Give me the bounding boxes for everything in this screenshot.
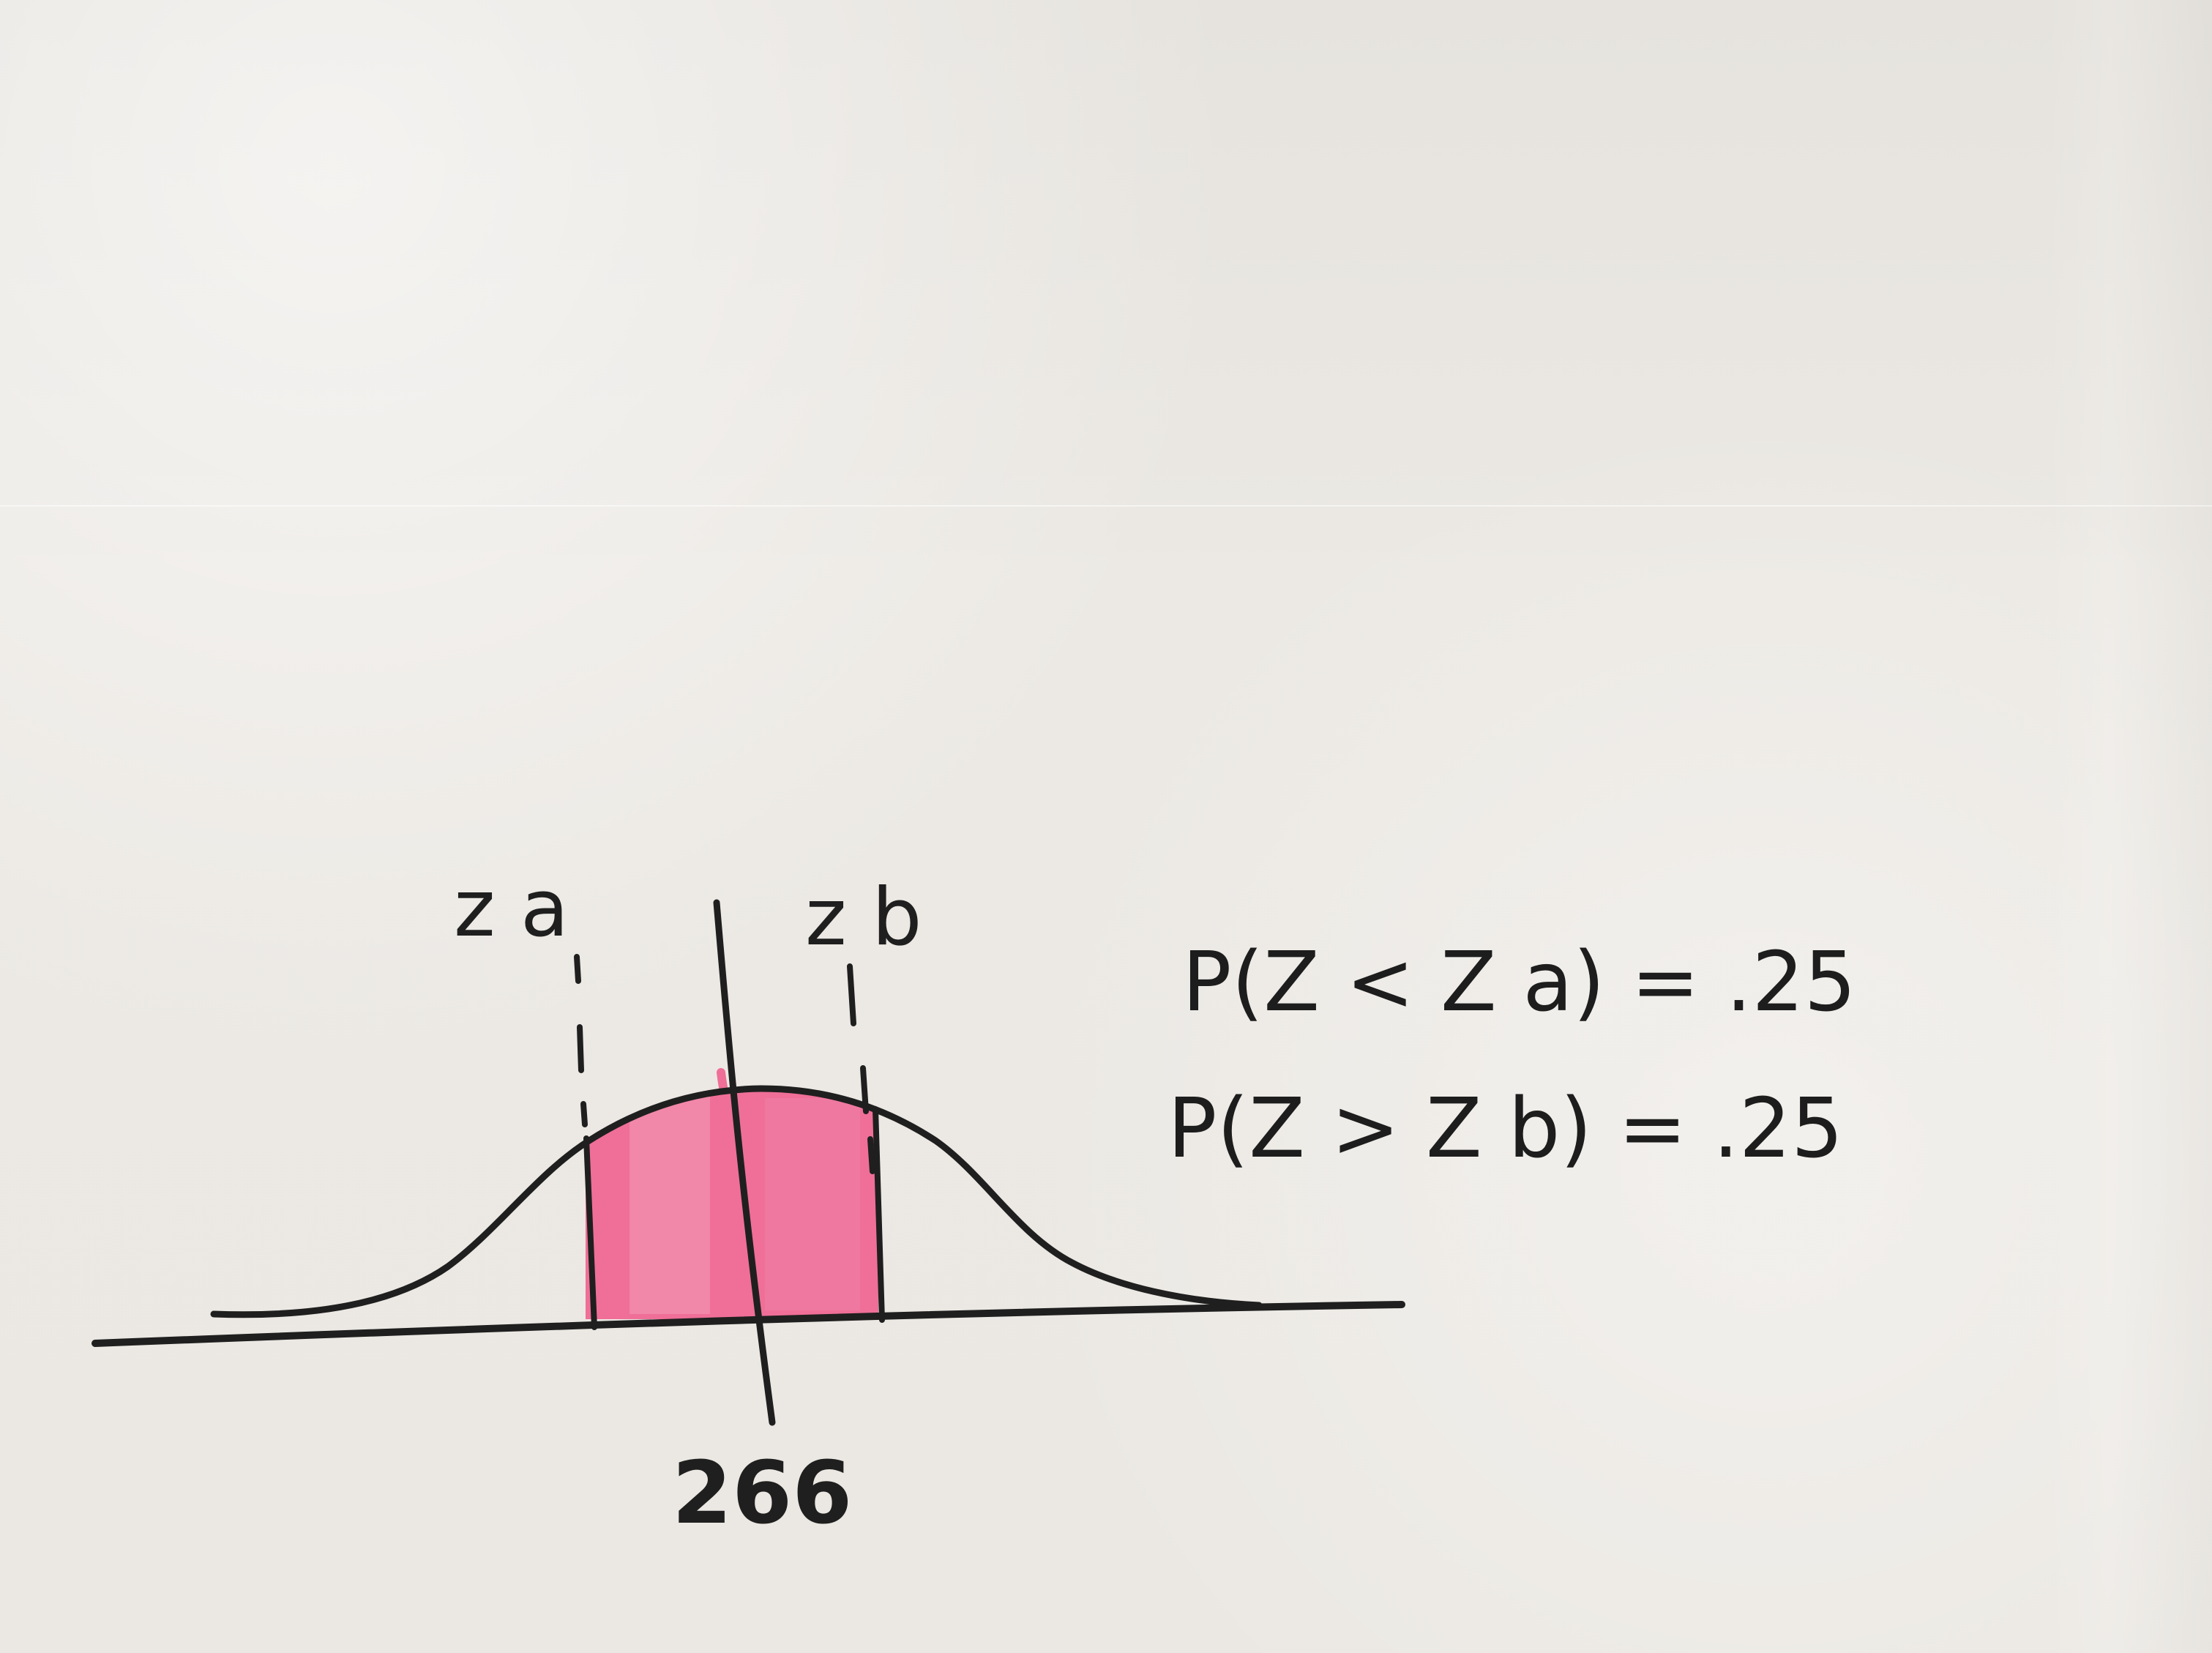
center-line [713, 899, 776, 1426]
sketch-lines [91, 899, 1405, 1426]
za-dash-1 [574, 954, 581, 984]
za-dash-2 [577, 1024, 584, 1073]
za-label: z a [454, 863, 569, 955]
zb-label: z b [805, 872, 922, 963]
zb-dash-2 [860, 1065, 869, 1114]
shade-bleed-mark [717, 1068, 735, 1124]
paper-edge-shadow [2044, 0, 2212, 1653]
shaded-highlight-right [765, 1098, 860, 1310]
upper-tail-equation: P(Z > Z b) = .25 [1167, 1081, 1843, 1176]
shaded-region [586, 1068, 878, 1319]
paper-fold-line [0, 505, 2212, 507]
center-value-label: 266 [672, 1442, 852, 1543]
dashed-markers [574, 954, 875, 1174]
lower-boundary-line [583, 1135, 597, 1330]
shaded-highlight-left [629, 1094, 710, 1314]
upper-boundary-line [873, 1106, 885, 1323]
normal-curve [210, 1085, 1263, 1318]
zb-dash-1 [847, 963, 856, 1026]
lower-tail-equation: P(Z < Z a) = .25 [1182, 935, 1856, 1030]
x-axis-line [91, 1301, 1405, 1347]
za-dash-3 [580, 1101, 588, 1127]
zb-dash-3 [867, 1136, 875, 1174]
